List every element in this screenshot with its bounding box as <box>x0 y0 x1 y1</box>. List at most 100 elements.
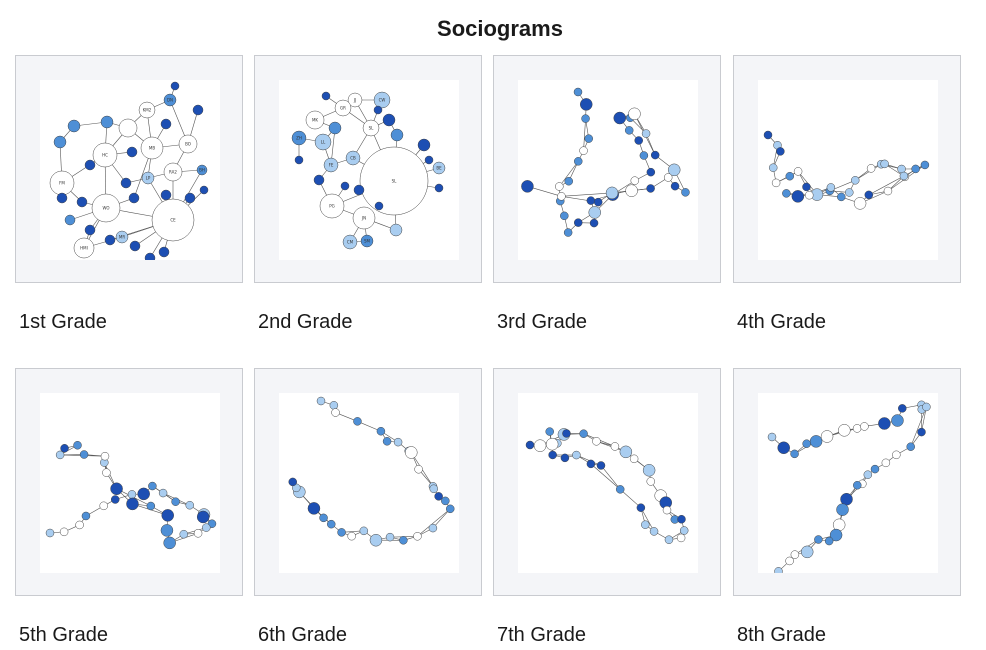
sociogram-node <box>193 529 203 538</box>
sociogram-node <box>880 159 889 169</box>
sociogram-node-label: PG <box>329 204 335 209</box>
sociogram-node <box>331 408 340 417</box>
sociogram-node <box>163 93 177 107</box>
sociogram-node <box>92 142 118 168</box>
sociogram-node <box>337 528 346 537</box>
sociogram-node-label: HC <box>102 153 108 158</box>
sociogram-node <box>84 159 96 171</box>
sociogram-card: 3rd Grade <box>493 55 721 333</box>
sociogram-node <box>170 81 180 91</box>
sociogram-node <box>110 495 120 504</box>
sociogram-node <box>800 545 814 559</box>
sociogram-node <box>137 487 150 501</box>
sociogram-node <box>853 197 867 210</box>
sociogram-node-label: ZH <box>296 136 302 141</box>
sociogram-network <box>767 400 931 573</box>
sociogram-node <box>920 160 930 170</box>
sociogram-node <box>824 536 834 546</box>
sociogram-node <box>91 193 121 223</box>
sociogram-node <box>557 192 566 201</box>
sociogram-node <box>573 87 583 97</box>
sociogram-node <box>771 178 781 188</box>
sociogram-node <box>323 157 339 173</box>
sociogram-node <box>334 99 352 117</box>
sociogram-node-label: MK <box>312 118 318 123</box>
sociogram-node <box>321 91 331 101</box>
sociogram-node-label: WO <box>102 206 109 211</box>
grade-label: 3rd Grade <box>497 311 588 333</box>
sociogram-node-label: BH <box>199 168 205 173</box>
sociogram-edge <box>417 508 451 537</box>
sociogram-node-label: JN <box>361 216 366 221</box>
sociogram-node <box>126 146 138 158</box>
sociogram-canvas <box>40 393 220 573</box>
sociogram-edge <box>855 163 882 181</box>
sociogram-node <box>79 450 89 459</box>
sociogram-node <box>586 196 596 205</box>
sociogram-node <box>158 246 170 258</box>
sociogram-node <box>593 197 603 207</box>
sociogram-node <box>202 523 211 532</box>
sociogram-node <box>373 91 391 109</box>
sociogram-node <box>646 477 656 486</box>
grade-label: 1st Grade <box>19 311 107 333</box>
sociogram-node <box>424 155 434 165</box>
sociogram-node <box>417 138 431 152</box>
sociogram-node <box>141 171 155 185</box>
sociogram-frame <box>733 368 961 596</box>
sociogram-node <box>326 519 336 529</box>
sociogram-node <box>646 184 655 193</box>
sociogram-node <box>59 527 69 537</box>
sociogram-node <box>345 150 361 166</box>
sociogram-node <box>199 185 209 195</box>
sociogram-node <box>389 223 403 237</box>
sociogram-canvas <box>279 393 459 573</box>
sociogram-node <box>572 450 581 460</box>
sociogram-node <box>581 114 590 123</box>
sociogram-node <box>881 458 891 468</box>
sociogram-node <box>650 150 660 160</box>
sociogram-node <box>329 401 339 410</box>
sociogram-node-label: BO <box>185 142 191 147</box>
sociogram-network <box>288 396 455 547</box>
sociogram-node <box>445 504 455 514</box>
sociogram-node-label: SM <box>364 239 371 244</box>
sociogram-node-label: FM <box>59 181 65 186</box>
sociogram-canvas: DN KM2 HC MB BO RA2 LP BH FM WO CE HMI MR <box>40 80 220 260</box>
sociogram-node <box>305 110 325 130</box>
sociogram-edge <box>910 406 927 447</box>
sociogram-node <box>545 437 559 451</box>
sociogram-node-label: HMI <box>80 246 88 251</box>
sociogram-node <box>369 533 383 547</box>
sociogram-node <box>589 218 599 228</box>
page-title: Sociograms <box>437 16 563 41</box>
sociogram-node-label: MR <box>119 235 125 240</box>
sociogram-node <box>73 237 95 259</box>
sociogram-node <box>662 505 672 515</box>
sociogram-node <box>196 164 208 176</box>
sociogram-node <box>864 190 874 200</box>
sociogram-node <box>564 176 574 186</box>
sociogram-node <box>376 426 386 436</box>
grade-label: 8th Grade <box>737 624 826 646</box>
sociogram-node <box>917 427 926 437</box>
sociogram-frame: CW JJ GR MK SL ZH LL FE CB SL PG JN SM BE CM <box>254 55 482 283</box>
sociogram-canvas <box>758 80 938 260</box>
sociogram-node-label: JJ <box>353 98 356 103</box>
sociogram-node <box>342 234 358 250</box>
sociogram-node <box>619 445 633 459</box>
sociogram-node <box>120 177 132 189</box>
sociogram-node-label: DN <box>167 98 173 103</box>
sociogram-node <box>115 230 129 244</box>
sociogram-node <box>845 188 854 197</box>
sociogram-node <box>53 135 67 149</box>
sociogram-node <box>382 113 396 127</box>
sociogram-node <box>373 105 383 115</box>
sociogram-edge <box>561 192 613 197</box>
sociogram-node-label: CE <box>170 218 176 223</box>
sociogram-node <box>562 429 571 438</box>
sociogram-node <box>60 444 69 453</box>
sociogram-node <box>138 101 156 119</box>
sociogram-node <box>814 535 823 544</box>
sociogram-node <box>360 234 374 248</box>
